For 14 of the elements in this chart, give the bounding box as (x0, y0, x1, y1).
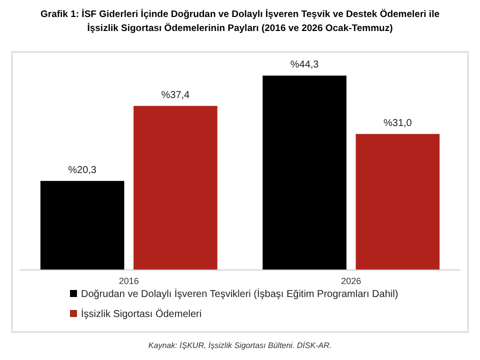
data-label: %37,4 (161, 90, 190, 101)
legend-label: Doğrudan ve Dolaylı İşveren Teşvikleri (İşbaşı Eğitim Programları Dahil) (81, 288, 398, 300)
data-label: %44,3 (290, 60, 320, 71)
x-tick-label: 2026 (341, 276, 362, 286)
chart-title: Grafik 1: İSF Giderleri İçinde Doğrudan ve Dolaylı İşveren Teşvik ve Destek Ödemeleri ile İşsizlik Sigortası Ödemelerinin Payları (2016 ve 2026 Ocak-Temmuz) (40, 8, 440, 34)
x-tick-label: 2016 (118, 276, 139, 286)
bar (262, 76, 346, 270)
bar (134, 106, 218, 270)
text: Kaynak: İŞKUR, İşsizlik Sigortası Bülteni. DİSK-AR. (148, 341, 332, 350)
bar (356, 134, 440, 270)
legend-label: İşsizlik Sigortası Ödemeleri (81, 308, 202, 320)
data-label: %31,0 (383, 118, 412, 129)
bar (40, 180, 124, 270)
data-label: %20,3 (68, 164, 97, 176)
